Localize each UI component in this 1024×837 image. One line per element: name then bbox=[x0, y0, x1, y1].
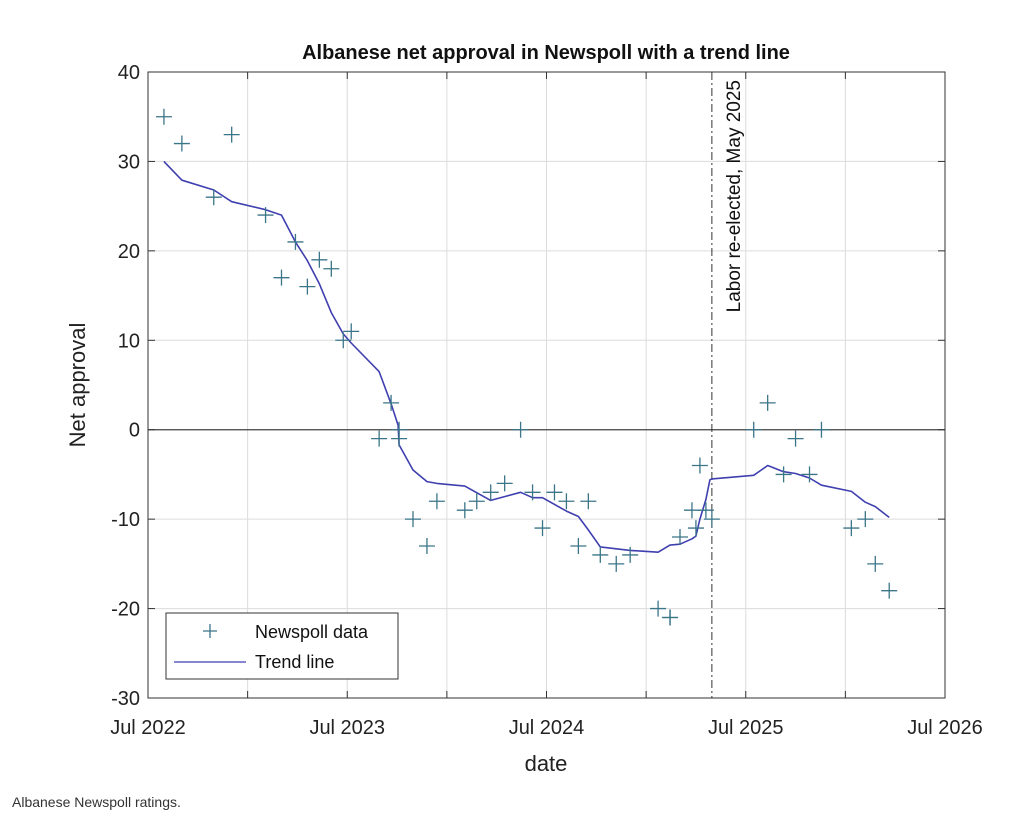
x-axis-label: date bbox=[525, 751, 568, 776]
data-point bbox=[391, 421, 408, 438]
axes: Jul 2022 Jul 2023 Jul 2024 Jul 2025 Jul 2026… bbox=[110, 62, 983, 739]
legend-label: Trend line bbox=[255, 652, 334, 672]
x-tick-label: Jul 2023 bbox=[309, 717, 385, 739]
data-point bbox=[173, 135, 190, 152]
y-tick-label: 20 bbox=[118, 241, 140, 263]
data-point bbox=[405, 511, 422, 528]
data-point bbox=[691, 457, 708, 474]
data-point bbox=[311, 251, 328, 268]
data-point bbox=[456, 502, 473, 519]
data-point bbox=[867, 555, 884, 572]
legend-item-trend: Trend line bbox=[174, 652, 334, 672]
data-point bbox=[787, 430, 804, 447]
data-point bbox=[703, 511, 720, 528]
data-point bbox=[155, 108, 172, 125]
data-point bbox=[371, 430, 388, 447]
data-point bbox=[343, 323, 360, 340]
data-point bbox=[683, 502, 700, 519]
data-point bbox=[650, 600, 667, 617]
data-point bbox=[745, 421, 762, 438]
data-point bbox=[608, 555, 625, 572]
trend-line bbox=[163, 160, 890, 553]
x-tick-label: Jul 2025 bbox=[708, 717, 784, 739]
x-tick-label: Jul 2026 bbox=[907, 717, 983, 739]
trend-series bbox=[163, 160, 890, 553]
y-tick-label: 10 bbox=[118, 330, 140, 352]
annotations: Labor re-elected, May 2025 bbox=[711, 72, 745, 698]
election-annotation-label: Labor re-elected, May 2025 bbox=[724, 80, 745, 312]
data-point bbox=[383, 394, 400, 411]
data-point bbox=[570, 537, 587, 554]
data-point bbox=[580, 493, 597, 510]
y-tick-label: 30 bbox=[118, 151, 140, 173]
data-point bbox=[524, 484, 541, 501]
figure-caption: Albanese Newspoll ratings. bbox=[12, 794, 181, 810]
data-point bbox=[697, 502, 714, 519]
data-point bbox=[205, 189, 222, 206]
data-point bbox=[428, 493, 445, 510]
data-point bbox=[496, 475, 513, 492]
data-point bbox=[299, 278, 316, 295]
data-point bbox=[273, 269, 290, 286]
data-point bbox=[323, 260, 340, 277]
legend-item-newspoll: Newspoll data bbox=[203, 622, 369, 642]
data-point bbox=[801, 466, 818, 483]
data-point bbox=[592, 546, 609, 563]
data-point bbox=[622, 546, 639, 563]
grid bbox=[148, 72, 945, 698]
data-point bbox=[843, 520, 860, 537]
data-points bbox=[155, 108, 898, 626]
data-point bbox=[335, 332, 352, 349]
legend-box bbox=[165, 612, 399, 680]
data-point bbox=[759, 394, 776, 411]
y-tick-label: -10 bbox=[111, 509, 140, 531]
data-point bbox=[775, 466, 792, 483]
data-point bbox=[813, 421, 830, 438]
axes-box bbox=[147, 71, 946, 699]
data-point bbox=[512, 421, 529, 438]
legend-label: Newspoll data bbox=[255, 622, 369, 642]
y-tick-label: -30 bbox=[111, 688, 140, 710]
x-tick-label: Jul 2022 bbox=[110, 717, 186, 739]
data-point bbox=[287, 233, 304, 250]
data-point bbox=[662, 609, 679, 626]
data-point bbox=[671, 529, 688, 546]
data-point bbox=[558, 493, 575, 510]
y-axis-label: Net approval bbox=[65, 323, 90, 448]
x-tick-label: Jul 2024 bbox=[509, 717, 585, 739]
data-point bbox=[468, 493, 485, 510]
data-point bbox=[223, 126, 240, 143]
y-tick-label: 0 bbox=[129, 420, 140, 442]
chart-title: Albanese net approval in Newspoll with a… bbox=[302, 42, 790, 64]
data-point bbox=[257, 207, 274, 224]
data-point bbox=[534, 520, 551, 537]
data-point bbox=[881, 582, 898, 599]
data-point bbox=[418, 537, 435, 554]
legend: Newspoll data Trend line bbox=[165, 612, 399, 680]
data-point bbox=[482, 484, 499, 501]
y-tick-label: -20 bbox=[111, 599, 140, 621]
y-tick-label: 40 bbox=[118, 62, 140, 84]
data-point bbox=[687, 520, 704, 537]
chart: Jul 2022 Jul 2023 Jul 2024 Jul 2025 Jul 2026… bbox=[65, 42, 983, 776]
plus-marker-icon bbox=[203, 624, 217, 638]
data-point bbox=[857, 511, 874, 528]
data-point bbox=[546, 484, 563, 501]
